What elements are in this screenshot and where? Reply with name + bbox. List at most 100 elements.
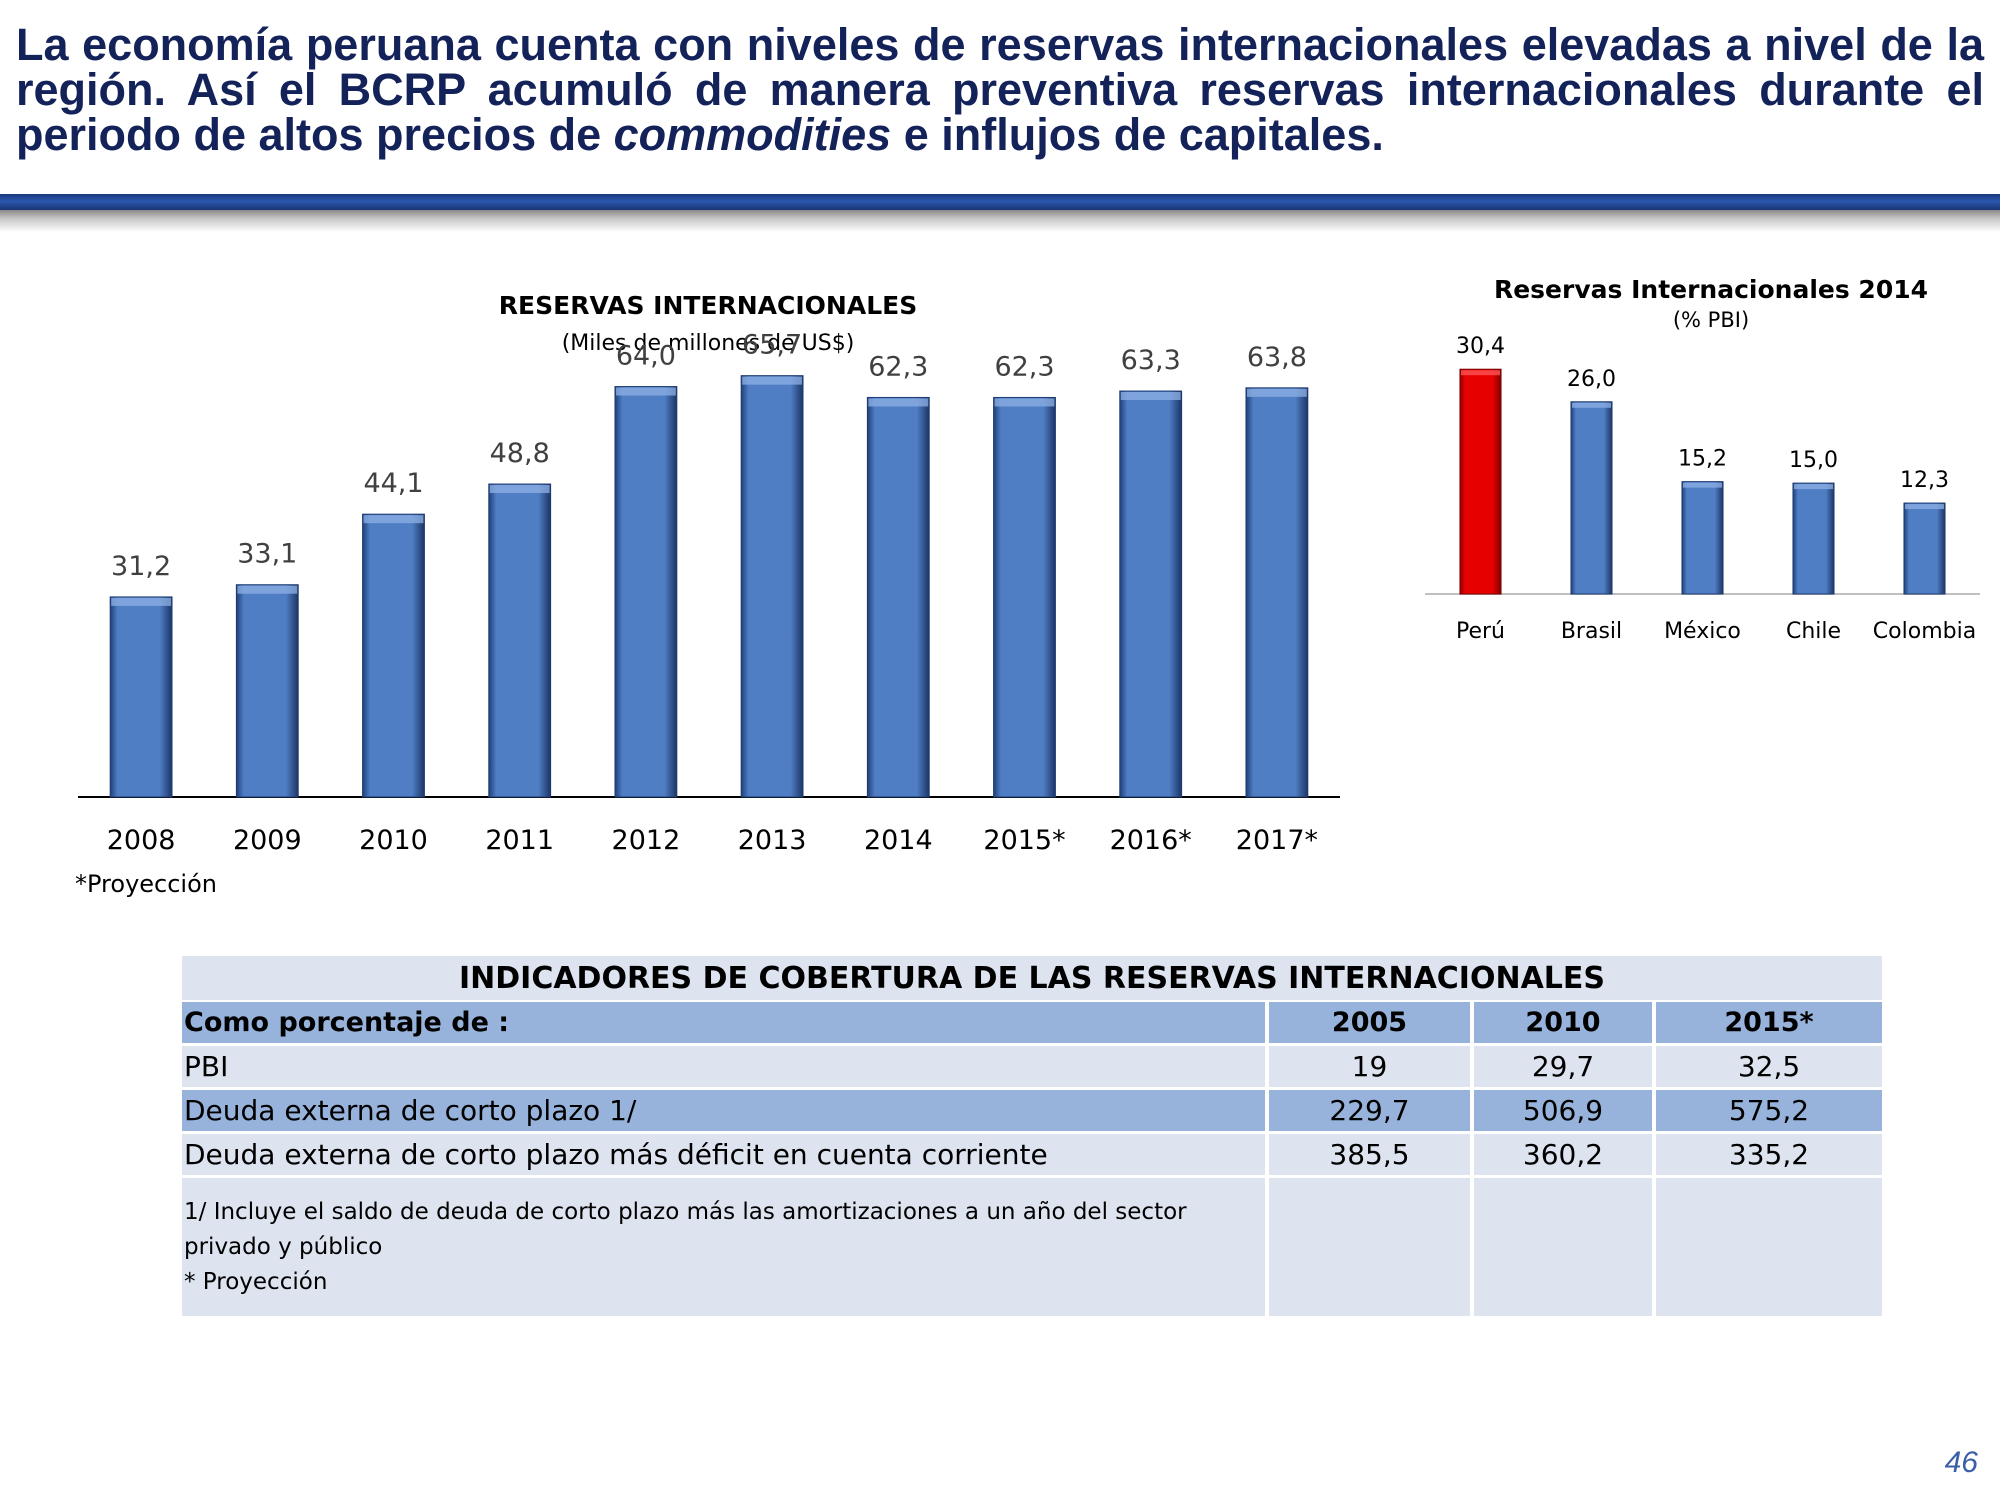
table-cell: 385,5 xyxy=(1265,1132,1472,1178)
chart-subtitle: (% PBI) xyxy=(1673,308,1749,332)
slide-headline: La economía peruana cuenta con niveles d… xyxy=(16,22,1984,157)
bar xyxy=(866,396,930,798)
bar xyxy=(740,375,804,798)
data-label: 12,3 xyxy=(1900,468,1949,493)
bar-highlight xyxy=(1246,388,1307,397)
x-tick-label: 2009 xyxy=(233,825,302,856)
x-tick-label: Perú xyxy=(1456,619,1505,644)
data-label: 65,7 xyxy=(742,330,802,361)
data-label: 63,3 xyxy=(1121,345,1181,376)
bar-highlight xyxy=(868,398,929,407)
empty-cell xyxy=(1470,1176,1654,1316)
bar-highlight xyxy=(237,585,298,594)
x-tick-label: 2011 xyxy=(485,825,554,856)
headline-emphasis: commodities xyxy=(613,109,892,160)
bar xyxy=(993,396,1056,798)
data-label: 48,8 xyxy=(490,438,550,469)
bar-highlight xyxy=(1571,402,1612,408)
empty-cell xyxy=(1265,1176,1472,1316)
data-label: 63,8 xyxy=(1247,342,1307,373)
table-row: Deuda externa de corto plazo más déficit… xyxy=(182,1132,1882,1178)
bar xyxy=(1459,368,1502,595)
table-cell: 575,2 xyxy=(1652,1088,1882,1134)
table-note: 1/ Incluye el saldo de deuda de corto pl… xyxy=(184,1198,1187,1225)
x-tick-label: 2010 xyxy=(359,825,428,856)
bar-highlight xyxy=(1793,484,1834,490)
bar xyxy=(1119,390,1183,798)
x-tick-label: 2015* xyxy=(983,825,1065,856)
table-cell: 335,2 xyxy=(1652,1132,1882,1178)
table-cell: 32,5 xyxy=(1652,1044,1882,1090)
table-title: INDICADORES DE COBERTURA DE LAS RESERVAS… xyxy=(182,956,1882,1002)
bar xyxy=(109,596,173,798)
bar xyxy=(1792,482,1835,595)
table-header-cell: 2015* xyxy=(1652,1001,1882,1046)
x-tick-label: 2016* xyxy=(1110,825,1192,856)
table-cell: 229,7 xyxy=(1265,1088,1472,1134)
bar xyxy=(1681,481,1724,595)
data-label: 31,2 xyxy=(111,551,171,582)
reserves-gdp-bar-chart: Reservas Internacionales 2014 (% PBI) 30,4… xyxy=(1425,275,1980,644)
bar-highlight xyxy=(994,398,1055,407)
chart-title: Reservas Internacionales 2014 xyxy=(1494,275,1928,304)
row-label: Deuda externa de corto plazo 1/ xyxy=(182,1088,1267,1134)
data-label: 30,4 xyxy=(1456,334,1505,359)
table-header-cell: 2005 xyxy=(1265,1001,1472,1046)
table-note: * Proyección xyxy=(184,1268,328,1295)
headline-text-end: e influjos de capitales. xyxy=(891,109,1384,160)
bar xyxy=(1570,401,1613,595)
x-tick-label: México xyxy=(1664,619,1741,644)
bar-highlight xyxy=(742,376,803,385)
bar-highlight xyxy=(489,485,550,494)
header-divider-shadow xyxy=(0,210,2000,232)
bar xyxy=(488,483,552,798)
data-label: 26,0 xyxy=(1567,367,1616,392)
bar-highlight xyxy=(615,387,676,396)
table-header-row: Como porcentaje de : 2005 2010 2015* xyxy=(182,1001,1882,1046)
table-header-cell: 2010 xyxy=(1470,1001,1654,1046)
data-label: 44,1 xyxy=(363,468,423,499)
table-row: Deuda externa de corto plazo 1/ 229,7 50… xyxy=(182,1088,1882,1134)
bar-highlight xyxy=(363,515,424,524)
x-tick-label: 2013 xyxy=(738,825,807,856)
page-number: 46 xyxy=(1944,1446,1978,1479)
chart-projection-note: *Proyección xyxy=(75,870,217,898)
x-tick-label: 2017* xyxy=(1236,825,1318,856)
table-note: privado y público xyxy=(184,1233,383,1260)
data-label: 15,0 xyxy=(1789,448,1838,473)
data-label: 62,3 xyxy=(994,351,1054,382)
header-divider xyxy=(0,194,2000,210)
table-cell: 360,2 xyxy=(1470,1132,1654,1178)
data-label: 33,1 xyxy=(237,539,297,570)
x-tick-label: Brasil xyxy=(1561,619,1622,644)
x-tick-label: Colombia xyxy=(1873,619,1976,644)
x-tick-label: 2014 xyxy=(864,825,933,856)
table-header-label: Como porcentaje de : xyxy=(182,1001,1267,1046)
x-tick-label: 2008 xyxy=(107,825,176,856)
bar xyxy=(1245,387,1309,798)
bar xyxy=(235,584,299,798)
chart-subtitle: (Miles de millones de US$) xyxy=(562,331,855,356)
x-tick-label: 2012 xyxy=(612,825,681,856)
chart-title: RESERVAS INTERNACIONALES xyxy=(499,291,917,320)
data-label: 62,3 xyxy=(868,351,928,382)
table-notes-row: 1/ Incluye el saldo de deuda de corto pl… xyxy=(182,1176,1882,1316)
bar xyxy=(362,513,425,798)
coverage-indicators-table: INDICADORES DE COBERTURA DE LAS RESERVAS… xyxy=(182,956,1882,1316)
reserves-bar-chart: RESERVAS INTERNACIONALES (Miles de millon… xyxy=(78,291,1340,856)
table-title-row: INDICADORES DE COBERTURA DE LAS RESERVAS… xyxy=(182,956,1882,1002)
row-label: PBI xyxy=(182,1044,1267,1090)
data-label: 15,2 xyxy=(1678,447,1727,472)
table-cell: 29,7 xyxy=(1470,1044,1654,1090)
row-label: Deuda externa de corto plazo más déficit… xyxy=(182,1132,1267,1178)
table-cell: 506,9 xyxy=(1470,1088,1654,1134)
bar-highlight xyxy=(1460,370,1501,376)
bar xyxy=(614,386,678,798)
table-cell: 19 xyxy=(1265,1044,1472,1090)
bar-highlight xyxy=(1904,504,1945,510)
empty-cell xyxy=(1652,1176,1882,1316)
headline-text: La economía peruana cuenta con niveles d… xyxy=(16,19,1984,160)
table-notes: 1/ Incluye el saldo de deuda de corto pl… xyxy=(182,1176,1267,1316)
table-row: PBI 19 29,7 32,5 xyxy=(182,1044,1882,1090)
x-tick-label: Chile xyxy=(1786,619,1841,644)
